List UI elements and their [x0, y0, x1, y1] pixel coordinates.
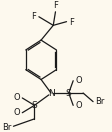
Text: Br: Br: [94, 97, 104, 106]
Text: O: O: [75, 101, 81, 110]
Text: F: F: [53, 1, 57, 10]
Text: F: F: [68, 18, 73, 27]
Text: S: S: [65, 89, 71, 98]
Text: F: F: [31, 12, 36, 21]
Text: O: O: [13, 93, 20, 102]
Text: O: O: [75, 76, 81, 85]
Text: O: O: [13, 108, 20, 117]
Text: S: S: [31, 101, 37, 110]
Text: Br: Br: [2, 123, 11, 132]
Text: N: N: [47, 89, 54, 98]
